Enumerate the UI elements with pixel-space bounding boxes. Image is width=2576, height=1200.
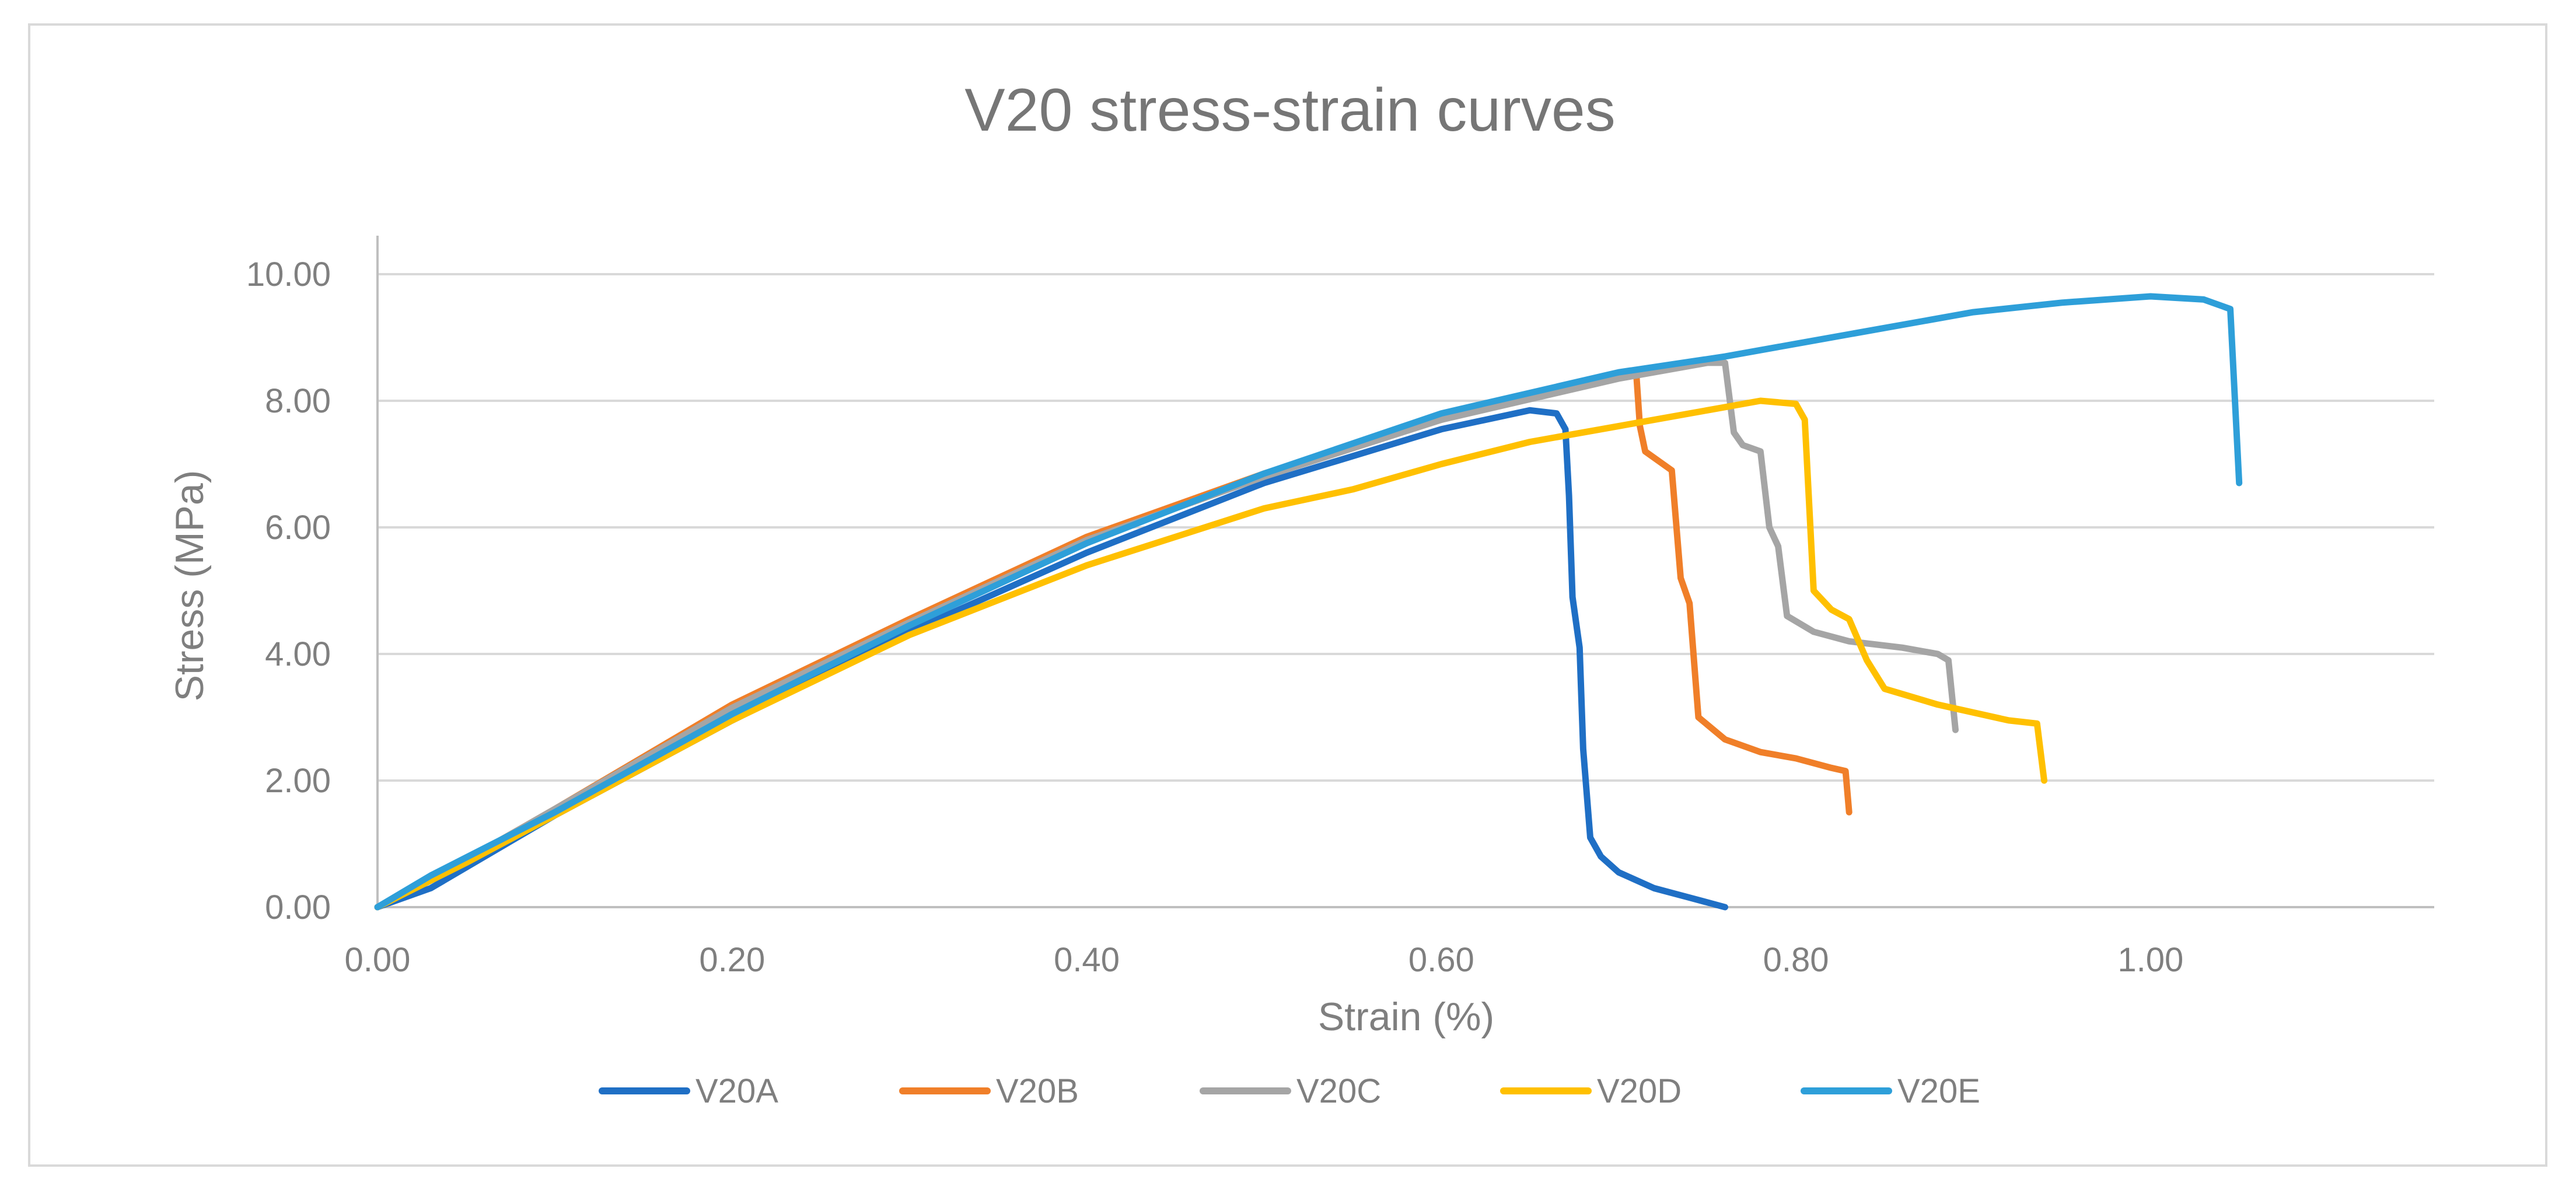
series-lines — [374, 293, 2243, 911]
x-tick-label: 0.80 — [1763, 941, 1829, 979]
x-tick-label: 0.00 — [345, 941, 411, 979]
y-tick-label: 0.00 — [265, 888, 331, 926]
legend-label-v20c: V20C — [1296, 1072, 1381, 1110]
chart-title: V20 stress-strain curves — [964, 76, 1615, 144]
legend-label-v20d: V20D — [1597, 1072, 1682, 1110]
series-line-v20a — [374, 407, 1728, 911]
axes — [376, 236, 2434, 908]
y-tick-label: 8.00 — [265, 382, 331, 420]
x-tick-label: 1.00 — [2117, 941, 2183, 979]
x-tick-label: 0.20 — [699, 941, 765, 979]
x-tick-label: 0.40 — [1054, 941, 1120, 979]
gridlines — [378, 273, 2434, 782]
x-axis-title: Strain (%) — [1318, 995, 1494, 1039]
y-tick-label: 10.00 — [246, 256, 331, 293]
series-line-v20c — [374, 359, 1959, 911]
y-tick-label: 2.00 — [265, 762, 331, 800]
series-line-v20d — [374, 397, 2047, 911]
chart-svg: V20 stress-strain curves 0.00 2.00 4.00 6.0… — [167, 76, 2434, 1110]
tick-labels: 0.00 2.00 4.00 6.00 8.00 10.00 0.00 0.20 0.40 0.6… — [246, 256, 2183, 979]
x-tick-label: 0.60 — [1408, 941, 1474, 979]
legend-label-v20b: V20B — [996, 1072, 1079, 1110]
legend: V20A V20B V20C V20D V20E — [599, 1072, 1980, 1110]
y-tick-label: 4.00 — [265, 635, 331, 673]
y-axis-title: Stress (MPa) — [167, 470, 212, 702]
series-line-v20e — [374, 293, 2243, 911]
legend-label-v20e: V20E — [1897, 1072, 1980, 1110]
legend-label-v20a: V20A — [695, 1072, 778, 1110]
series-line-v20b — [374, 370, 1853, 911]
chart-frame: V20 stress-strain curves 0.00 2.00 4.00 6.0… — [28, 23, 2547, 1167]
y-tick-label: 6.00 — [265, 509, 331, 547]
